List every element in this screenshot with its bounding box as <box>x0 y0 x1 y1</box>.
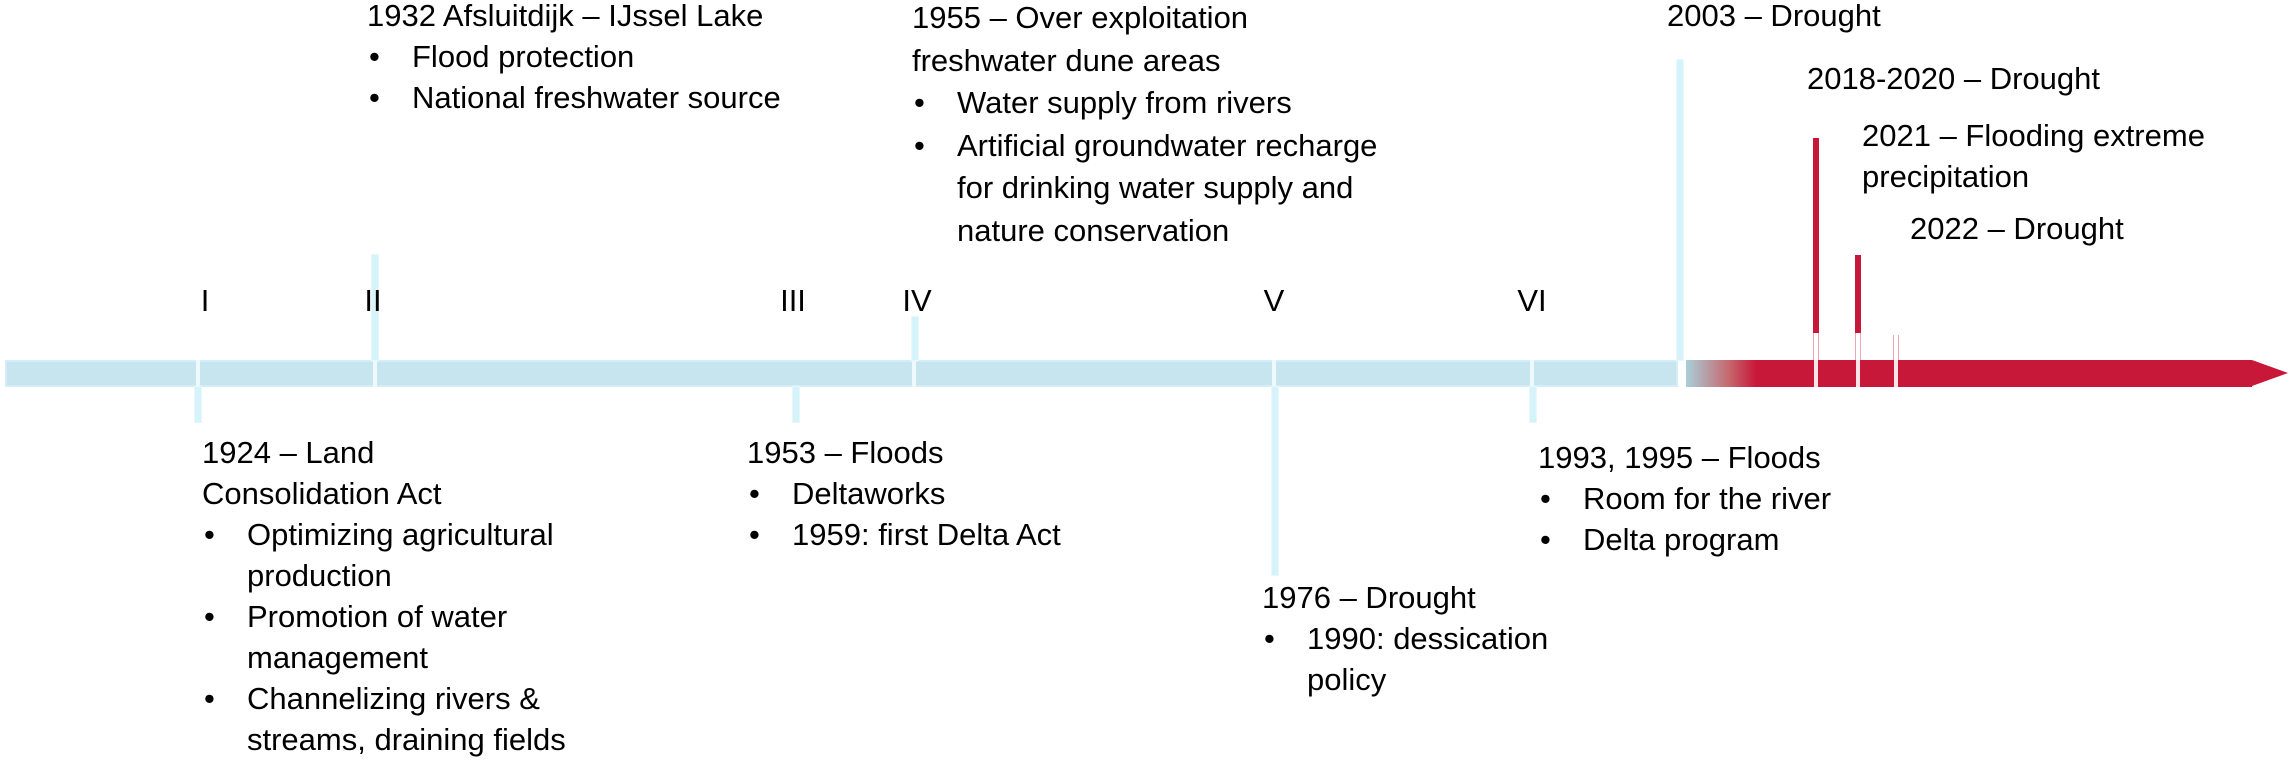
bullet-item: • National freshwater source <box>367 77 781 118</box>
bullet-item: • Deltaworks <box>747 473 1061 514</box>
event-title: 2018-2020 – Drought <box>1807 61 2101 96</box>
event-title: 1976 – Drought <box>1262 580 1476 615</box>
event-title: 1993, 1995 – Floods <box>1538 440 1821 475</box>
timeline-arrow-head-icon <box>2252 360 2288 386</box>
event-bullets: • Optimizing agricultural production • Prom… <box>202 514 566 760</box>
bullet-item: • Artificial groundwater recharge for drin… <box>912 125 1377 253</box>
period-label-i: I <box>200 283 210 318</box>
event-title: 1953 – Floods <box>747 435 944 470</box>
bullet-icon: • <box>204 599 215 634</box>
event-title: freshwater dune areas <box>912 42 1221 78</box>
timeline-bar-transition <box>1686 360 1756 387</box>
tick-1953 <box>793 387 799 422</box>
event-title: 2021 – Flooding extreme <box>1862 118 2205 153</box>
bullet-icon: • <box>749 517 760 552</box>
bar-seam <box>1894 360 1898 387</box>
bullet-icon: • <box>204 681 215 716</box>
period-label-v: V <box>1263 283 1285 318</box>
tick-1976 <box>1272 387 1278 575</box>
event-1932: 1932 Afsluitdijk – IJssel Lake • Flood pr… <box>367 0 781 118</box>
event-bullets: • Flood protection • National freshwater s… <box>367 36 781 118</box>
tick-2018-2020 <box>1813 138 1819 333</box>
bullet-icon: • <box>1540 481 1551 516</box>
bar-seam <box>196 360 200 387</box>
bullet-icon: • <box>204 517 215 552</box>
timeline-bar-historic <box>5 360 1678 387</box>
event-title: 1932 Afsluitdijk – IJssel Lake <box>367 0 764 33</box>
bullet-icon: • <box>369 80 380 115</box>
tick-2003 <box>1677 60 1683 360</box>
bullet-item: • Channelizing rivers & streams, draining … <box>202 678 566 760</box>
event-2022: 2022 – Drought <box>1910 208 2124 249</box>
bar-seam <box>912 360 916 387</box>
event-title: 2003 – Drought <box>1667 0 1881 33</box>
tick-1932 <box>372 255 378 360</box>
event-bullets: • 1990: dessication policy <box>1262 618 1548 700</box>
tick-1924 <box>195 387 201 422</box>
bar-seam <box>1530 360 1534 387</box>
bullet-icon: • <box>369 39 380 74</box>
period-label-iii: III <box>780 283 806 318</box>
event-bullets: • Deltaworks • 1959: first Delta Act <box>747 473 1061 555</box>
event-1993-1995: 1993, 1995 – Floods • Room for the river … <box>1538 437 1831 560</box>
period-label-ii: II <box>364 283 382 318</box>
timeline-bar-recent <box>1756 360 2252 387</box>
period-label-vi: VI <box>1517 283 1547 318</box>
tick-1955 <box>912 317 918 360</box>
bullet-item: • Room for the river <box>1538 478 1831 519</box>
bar-seam <box>1814 360 1818 387</box>
event-title: 2022 – Drought <box>1910 211 2124 246</box>
event-title: 1924 – Land <box>202 435 375 470</box>
bullet-item: • Delta program <box>1538 519 1831 560</box>
bullet-item: • 1959: first Delta Act <box>747 514 1061 555</box>
bullet-icon: • <box>1540 522 1551 557</box>
event-1953: 1953 – Floods • Deltaworks • 1959: first D… <box>747 432 1061 555</box>
event-title: Consolidation Act <box>202 476 442 511</box>
bullet-icon: • <box>914 85 925 120</box>
event-1955: 1955 – Over exploitation freshwater dune… <box>912 0 1377 252</box>
event-1924: 1924 – Land Consolidation Act • Optimizin… <box>202 432 566 760</box>
tick-1993 <box>1530 387 1536 422</box>
bar-seam <box>1856 360 1860 387</box>
bullet-icon: • <box>749 476 760 511</box>
bullet-icon: • <box>1264 621 1275 656</box>
tick-2018-2020-base <box>1813 333 1819 360</box>
bullet-item: • 1990: dessication policy <box>1262 618 1548 700</box>
event-bullets: • Room for the river • Delta program <box>1538 478 1831 560</box>
event-2021: 2021 – Flooding extreme precipitation <box>1862 115 2205 197</box>
event-2018-2020: 2018-2020 – Drought <box>1807 58 2100 99</box>
bar-seam <box>373 360 377 387</box>
event-2003: 2003 – Drought <box>1667 0 1881 36</box>
bullet-item: • Flood protection <box>367 36 781 77</box>
tick-2021 <box>1855 255 1861 333</box>
tick-2022 <box>1893 335 1899 360</box>
bullet-item: • Water supply from rivers <box>912 82 1377 125</box>
bullet-item: • Optimizing agricultural production <box>202 514 566 596</box>
period-label-iv: IV <box>902 283 932 318</box>
tick-2021-base <box>1855 333 1861 360</box>
event-bullets: • Water supply from rivers • Artificial gr… <box>912 82 1377 252</box>
bullet-icon: • <box>914 127 925 163</box>
event-title: 1955 – Over exploitation <box>912 0 1249 35</box>
bar-seam <box>1272 360 1276 387</box>
event-1976: 1976 – Drought • 1990: dessication policy <box>1262 577 1548 700</box>
bar-seam <box>1678 360 1686 387</box>
bullet-item: • Promotion of water management <box>202 596 566 678</box>
event-title: precipitation <box>1862 159 2030 194</box>
